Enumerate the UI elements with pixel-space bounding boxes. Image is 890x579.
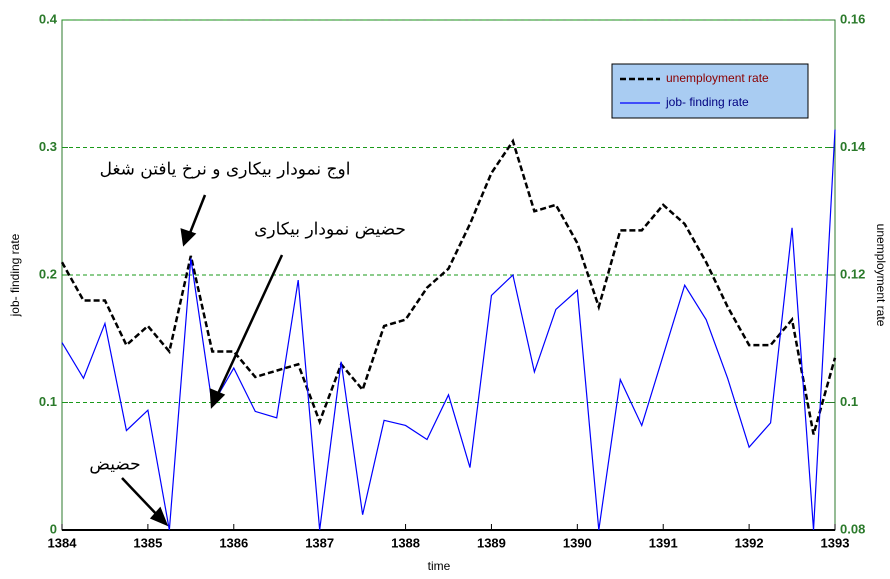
- x-tick-label: 1390: [563, 535, 592, 550]
- x-tick-label: 1386: [219, 535, 248, 550]
- y2-axis-label: unemployment rate: [874, 224, 888, 327]
- x-tick-label: 1389: [477, 535, 506, 550]
- arrow: [214, 254, 284, 399]
- x-tick-label: 1391: [649, 535, 678, 550]
- legend-label: unemployment rate: [666, 71, 769, 85]
- legend-label: job- finding rate: [665, 95, 749, 109]
- arrow-head: [209, 388, 226, 409]
- y-tick-label: 0.2: [39, 266, 57, 281]
- y2-tick-label: 0.14: [840, 139, 866, 154]
- y2-tick-label: 0.16: [840, 11, 865, 26]
- legend-box: [611, 63, 809, 119]
- series-line: [60, 138, 837, 435]
- series-line: [61, 129, 836, 531]
- x-tick-label: 1387: [305, 535, 334, 550]
- arrow-head: [149, 506, 169, 527]
- y-tick-label: 0.4: [39, 11, 58, 26]
- x-tick-label: 1385: [133, 535, 162, 550]
- y2-tick-label: 0.1: [840, 394, 858, 409]
- y-tick-label: 0: [50, 521, 57, 536]
- x-tick-label: 1388: [391, 535, 420, 550]
- y-tick-label: 0.3: [39, 139, 57, 154]
- x-axis-label: time: [428, 559, 451, 573]
- y-tick-label: 0.1: [39, 394, 57, 409]
- x-tick-label: 1392: [735, 535, 764, 550]
- arrow: [186, 194, 207, 239]
- x-tick-label: 1384: [48, 535, 78, 550]
- arrow-head: [180, 228, 197, 247]
- annotation-arrows: [121, 194, 284, 527]
- y2-tick-label: 0.12: [840, 266, 865, 281]
- annotation: حضیض نمودار بیکاری: [254, 220, 406, 240]
- y2-tick-label: 0.08: [840, 521, 865, 536]
- annotation: اوج نمودار بیکاری و نرخ یافتن شغل: [100, 160, 351, 180]
- x-tick-label: 1393: [821, 535, 850, 550]
- y-axis-label: job- finding rate: [8, 233, 22, 317]
- annotation: حضیض: [89, 455, 140, 475]
- arrow: [121, 477, 161, 519]
